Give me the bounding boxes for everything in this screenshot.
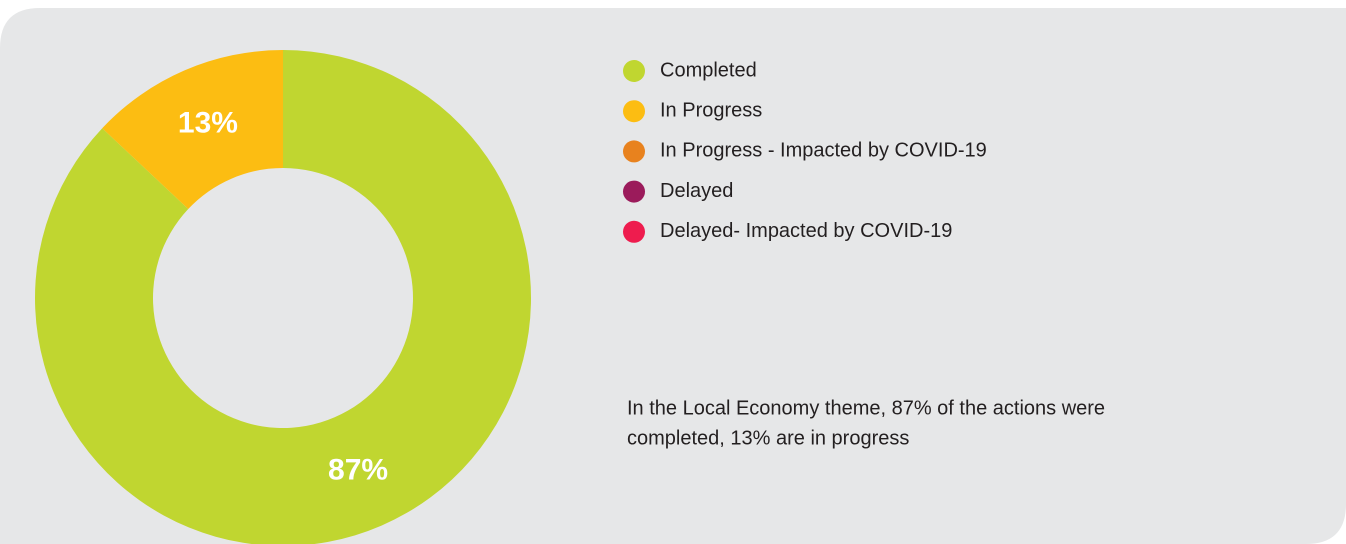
annotation: completed, 13% are in progress: [627, 427, 909, 449]
annotation: In the Local Economy theme, 87% of the a…: [627, 397, 1105, 419]
legend-swatch: [623, 100, 645, 123]
legend-label: In Progress: [660, 99, 762, 121]
slice-label: 87%: [328, 453, 388, 486]
legend-swatch: [623, 140, 645, 163]
legend-swatch: [623, 180, 645, 203]
legend-label: Completed: [660, 59, 757, 81]
slice: [102, 50, 283, 210]
legend-swatch: [623, 220, 645, 243]
legend-label: In Progress - Impacted by COVID-19: [660, 140, 987, 162]
slice-label: 13%: [178, 106, 238, 139]
slice: [35, 50, 531, 544]
legend-swatch: [623, 60, 645, 82]
legend-label: Delayed: [660, 180, 733, 202]
legend-label: Delayed- Impacted by COVID-19: [660, 220, 952, 242]
